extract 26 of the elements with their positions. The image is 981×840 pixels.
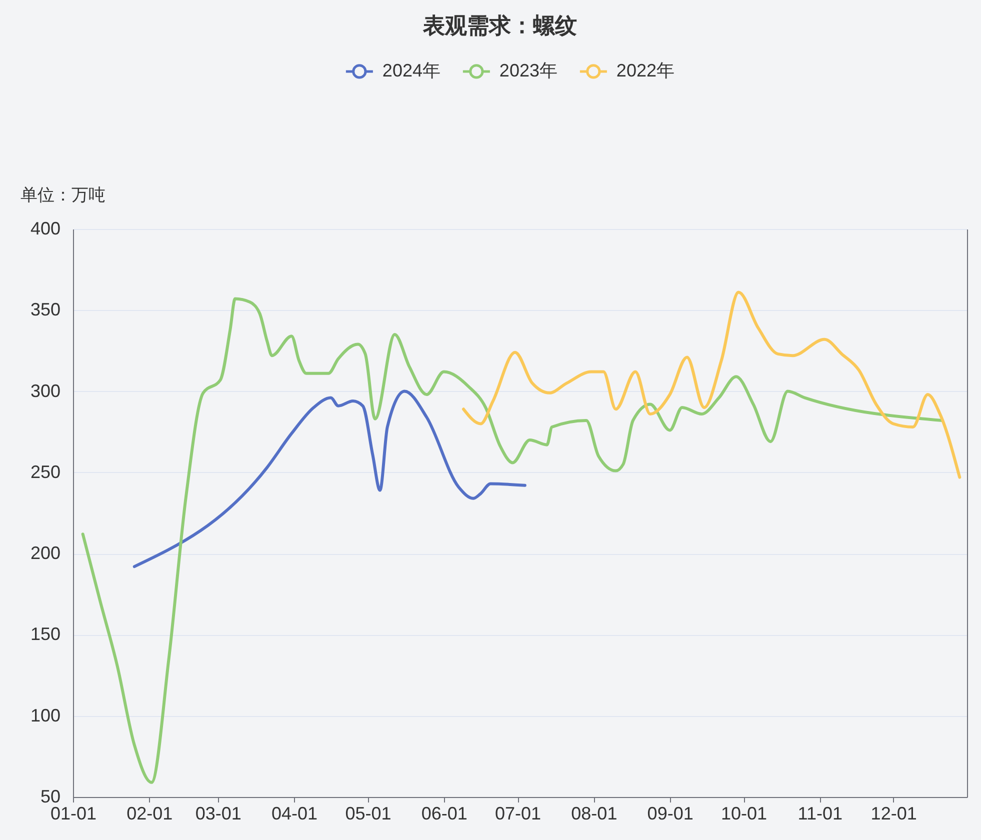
x-tick-label: 09-01 <box>647 804 694 824</box>
chart-title: 表观需求：螺纹 <box>422 13 577 38</box>
x-tick-label: 05-01 <box>345 804 392 824</box>
x-tick-label: 08-01 <box>571 804 618 824</box>
x-tick-label: 04-01 <box>272 804 318 824</box>
y-tick-label: 250 <box>30 462 60 482</box>
x-tick-label: 12-01 <box>870 804 917 824</box>
y-tick-label: 150 <box>30 624 60 644</box>
legend-label: 2024年 <box>382 60 440 80</box>
x-tick-label: 07-01 <box>495 804 542 824</box>
x-tick-label: 03-01 <box>195 804 242 824</box>
legend-label: 2022年 <box>616 60 674 80</box>
x-tick-label: 11-01 <box>798 804 842 824</box>
legend-label: 2023年 <box>499 60 558 80</box>
x-tick-label: 02-01 <box>126 804 173 824</box>
y-tick-label: 300 <box>30 380 60 401</box>
y-tick-label: 400 <box>30 218 60 238</box>
y-axis-title: 单位：万吨 <box>20 186 106 204</box>
line-series <box>462 290 962 479</box>
y-tick-label: 100 <box>30 705 60 726</box>
y-tick-label: 50 <box>40 786 60 806</box>
x-tick-label: 01-01 <box>50 804 97 824</box>
x-tick-label: 10-01 <box>720 804 768 824</box>
y-tick-label: 350 <box>30 300 60 320</box>
y-tick-label: 200 <box>30 543 60 564</box>
x-tick-label: 06-01 <box>421 804 468 824</box>
